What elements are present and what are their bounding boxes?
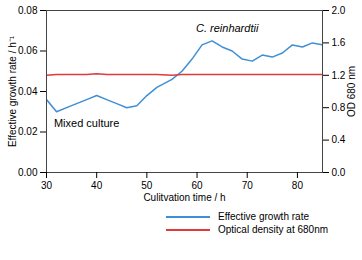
- svg-text:0.02: 0.02: [18, 126, 38, 137]
- svg-text:70: 70: [242, 180, 254, 191]
- svg-text:0.04: 0.04: [18, 86, 38, 97]
- svg-text:2.0: 2.0: [332, 5, 346, 16]
- svg-text:0.00: 0.00: [18, 167, 38, 178]
- svg-text:1.2: 1.2: [332, 70, 346, 81]
- svg-text:Mixed culture: Mixed culture: [54, 117, 119, 129]
- html-text:Optical density at 680nm: Optical density at 680nm: [218, 224, 329, 235]
- html-text:Effective growth rate: Effective growth rate: [218, 211, 309, 222]
- svg-text:Culitvation time / h: Culitvation time / h: [143, 192, 225, 203]
- svg-text:C. reinhardtii: C. reinhardtii: [196, 22, 259, 34]
- svg-text:0.4: 0.4: [332, 134, 346, 145]
- svg-text:0.06: 0.06: [18, 45, 38, 56]
- svg-text:30: 30: [41, 180, 53, 191]
- svg-text:50: 50: [141, 180, 153, 191]
- svg-text:80: 80: [292, 180, 304, 191]
- svg-text:40: 40: [91, 180, 103, 191]
- svg-text:60: 60: [191, 180, 203, 191]
- svg-text:OD 680 nm: OD 680 nm: [346, 66, 357, 117]
- svg-text:Effective growth rate / h⁻¹: Effective growth rate / h⁻¹: [7, 35, 18, 147]
- svg-text:1.6: 1.6: [332, 37, 346, 48]
- svg-text:0.0: 0.0: [332, 167, 346, 178]
- svg-text:0.08: 0.08: [18, 5, 38, 16]
- svg-text:0.8: 0.8: [332, 102, 346, 113]
